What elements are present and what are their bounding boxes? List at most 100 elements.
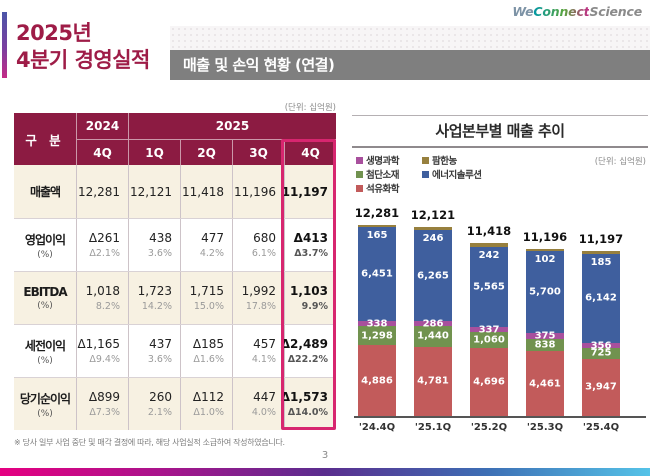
- segment-value-label: 246: [422, 233, 444, 245]
- segment-value-label: 102: [534, 253, 556, 265]
- chart-title-box: 사업본부별 매출 추이: [352, 115, 648, 148]
- cell-percent: 2.1%: [147, 407, 172, 418]
- row-label-cell: 영업이익 (%): [14, 219, 76, 271]
- legend-label: 첨단소재: [366, 170, 399, 181]
- row-sublabel: (%): [37, 408, 53, 419]
- results-table: 구 분 2024 2025 4Q 1Q 2Q 3Q 4Q 매출액 12,281 12,121 11,4…: [14, 113, 336, 430]
- stacked-bar: 4,886 1,298 338 6,451 165: [358, 225, 396, 416]
- table-value-cell: 12,281: [76, 165, 128, 218]
- cell-value: 11,197: [281, 184, 328, 199]
- table-year-header: 2024: [76, 113, 128, 139]
- x-axis-label: '24.4Q: [358, 422, 396, 433]
- legend-item: 첨단소재: [356, 167, 422, 181]
- cell-value: 438: [149, 231, 172, 245]
- x-axis-label: '25.3Q: [526, 422, 564, 433]
- segment-value-label: 185: [590, 256, 612, 268]
- cell-value: 447: [253, 390, 276, 404]
- table-value-cell: 1,723 14.2%: [128, 272, 180, 324]
- cell-value: 260: [149, 390, 172, 404]
- segment-value-label: 1,060: [473, 334, 505, 346]
- cell-value: Δ2,489: [280, 337, 328, 351]
- legend-swatch-icon: [356, 170, 363, 178]
- cell-value: 12,281: [78, 184, 120, 199]
- segment-value-label: 375: [534, 330, 556, 342]
- cell-value: 680: [253, 231, 276, 245]
- segment-value-label: 242: [478, 249, 500, 261]
- chart-title: 사업본부별 매출 추이: [435, 122, 565, 140]
- bar-segment: 165: [358, 225, 396, 241]
- legend-label: 팜한농: [432, 156, 457, 167]
- table-quarter-header: 4Q: [284, 139, 336, 165]
- table-value-cell: 437 3.6%: [128, 325, 180, 377]
- cell-percent: 3.6%: [147, 354, 172, 365]
- cell-percent: Δ3.7%: [294, 248, 328, 259]
- table-value-cell: 680 6.1%: [232, 219, 284, 271]
- bar-segment: 725: [582, 348, 620, 359]
- table-value-cell: 1,992 17.8%: [232, 272, 284, 324]
- segment-value-label: 356: [590, 340, 612, 352]
- segment-value-label: 286: [422, 318, 444, 330]
- row-label-cell: EBITDA (%): [14, 272, 76, 324]
- cell-value: Δ261: [88, 231, 120, 245]
- bar-segment: 1,060: [470, 332, 508, 348]
- segment-value-label: 338: [366, 318, 388, 330]
- segment-value-label: 1,440: [417, 330, 449, 342]
- cell-percent: 17.8%: [245, 301, 276, 312]
- cell-value: 457: [253, 337, 276, 351]
- chart-plot: 4,886 1,298 338 6,451 165 12,281 '24.4Q 4,781 1,…: [354, 205, 646, 433]
- row-sublabel: (%): [37, 249, 53, 260]
- stacked-bar: 4,461 838 375 5,700 102: [526, 249, 564, 416]
- stacked-bar: 3,947 725 356 6,142 185: [582, 250, 620, 416]
- table-value-cell: 11,196: [232, 165, 284, 218]
- cell-percent: 4.0%: [251, 407, 276, 418]
- row-sublabel: (%): [37, 355, 53, 366]
- cell-percent: 8.2%: [95, 301, 120, 312]
- bar-segment: 1,440: [414, 325, 452, 347]
- logo-science: Science: [589, 4, 642, 19]
- table-value-cell: Δ112 Δ1.0%: [180, 378, 232, 430]
- legend-item: 에너지솔루션: [422, 167, 488, 181]
- section-header-title: 매출 및 손익 현황 (연결): [183, 56, 335, 74]
- segment-value-label: 337: [478, 324, 500, 336]
- segment-value-label: 4,696: [473, 376, 505, 388]
- table-value-cell: Δ261 Δ2.1%: [76, 219, 128, 271]
- bar-segment: 4,781: [414, 346, 452, 416]
- legend-item: 석유화학: [356, 181, 422, 195]
- segment-value-label: 165: [366, 230, 388, 242]
- table-row: 영업이익 (%) Δ261 Δ2.1% 438 3.6% 477 4.2% 680 6.1% Δ41…: [14, 218, 336, 271]
- legend-label: 에너지솔루션: [432, 170, 482, 181]
- bar-total-label: 11,197: [578, 231, 624, 246]
- table-value-cell: 447 4.0%: [232, 378, 284, 430]
- bar-segment: 6,142: [582, 253, 620, 343]
- table-value-cell: 1,018 8.2%: [76, 272, 128, 324]
- table-value-cell: Δ2,489 Δ22.2%: [280, 325, 336, 377]
- stacked-bar: 4,781 1,440 286 6,265 246: [414, 226, 452, 416]
- cell-value: 11,196: [234, 184, 276, 199]
- page-number: 3: [321, 450, 329, 461]
- cell-value: Δ1,573: [280, 390, 328, 404]
- legend-item: 팜한농: [422, 153, 488, 167]
- table-quarter-header: 1Q: [128, 139, 180, 165]
- cell-value: 1,715: [189, 284, 224, 298]
- legend-swatch-icon: [356, 156, 363, 164]
- cell-value: 1,723: [137, 284, 172, 298]
- cell-percent: Δ1.6%: [193, 354, 224, 365]
- segment-value-label: 725: [590, 347, 612, 359]
- x-axis-label: '25.4Q: [582, 422, 620, 433]
- table-value-cell: 11,418: [180, 165, 232, 218]
- cell-percent: Δ7.3%: [89, 407, 120, 418]
- table-row: EBITDA (%) 1,018 8.2% 1,723 14.2% 1,715 15.0% 1,…: [14, 271, 336, 324]
- cell-value: 11,418: [182, 184, 224, 199]
- legend-label: 석유화학: [366, 184, 399, 195]
- bottom-gradient-bar: [0, 468, 650, 476]
- row-sublabel: (%): [37, 301, 53, 311]
- segment-value-label: 6,451: [361, 268, 393, 280]
- page-title-line2: 4분기 경영실적: [16, 48, 150, 72]
- segment-value-label: 5,565: [473, 281, 505, 293]
- bar-segment: 246: [414, 226, 452, 244]
- legend-swatch-icon: [422, 170, 429, 178]
- segment-value-label: 838: [534, 339, 556, 351]
- cell-value: 1,992: [241, 284, 276, 298]
- cell-percent: 9.9%: [301, 301, 328, 312]
- x-axis-label: '25.1Q: [414, 422, 452, 433]
